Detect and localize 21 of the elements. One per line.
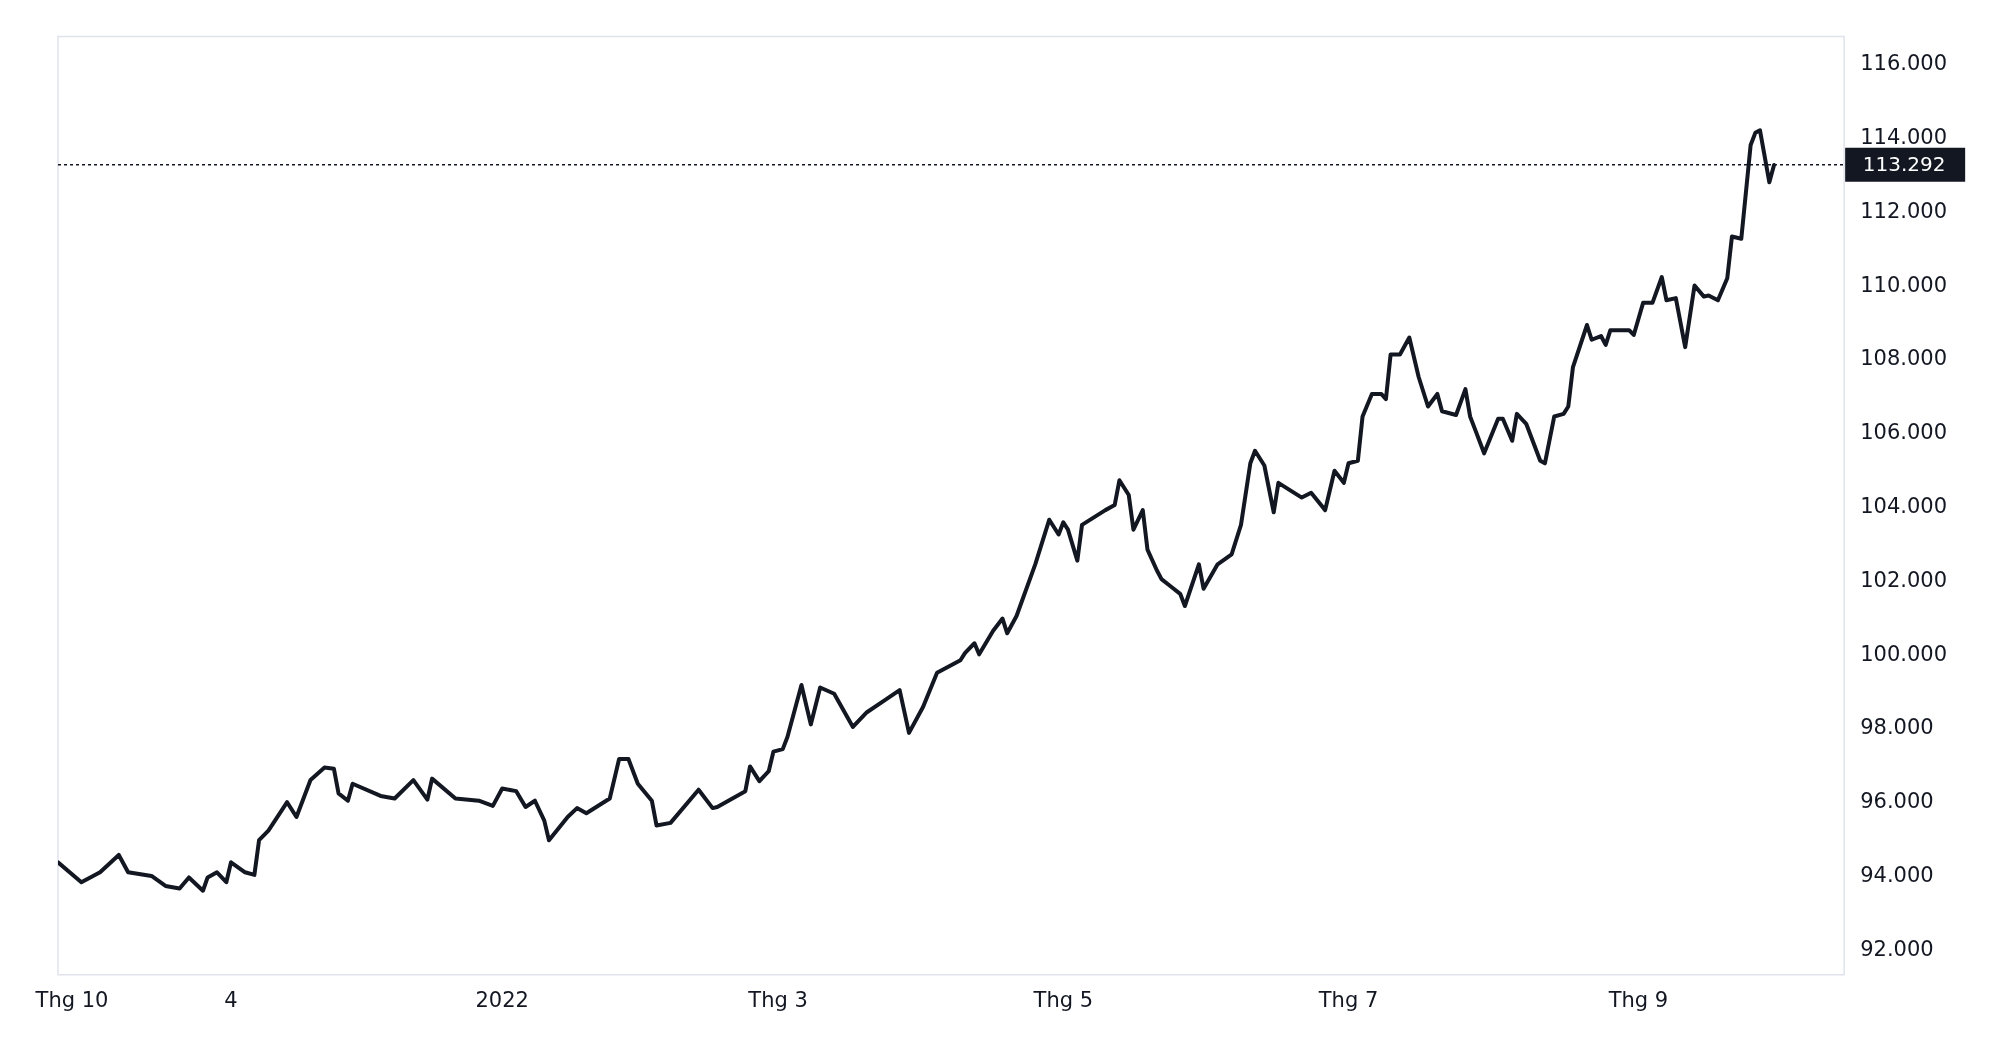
y-tick-label: 114.000 <box>1860 125 1947 150</box>
y-tick-label: 92.000 <box>1860 936 1934 961</box>
y-tick-label: 100.000 <box>1860 641 1947 666</box>
y-tick-label: 110.000 <box>1860 272 1947 297</box>
y-tick-label: 98.000 <box>1860 715 1934 740</box>
y-tick-label: 112.000 <box>1860 198 1947 223</box>
x-tick-label: Thg 10 <box>34 987 109 1012</box>
x-tick-label: 2022 <box>475 987 529 1012</box>
ref-line-label: 113.292 <box>1862 152 1946 177</box>
x-tick-label: Thg 9 <box>1607 987 1669 1012</box>
y-tick-label: 94.000 <box>1860 862 1934 887</box>
y-tick-label: 116.000 <box>1860 51 1947 76</box>
y-tick-label: 108.000 <box>1860 346 1947 371</box>
x-tick-label: Thg 5 <box>1032 987 1094 1012</box>
y-tick-label: 104.000 <box>1860 494 1947 518</box>
x-tick-label: Thg 7 <box>1317 987 1379 1012</box>
y-tick-label: 106.000 <box>1860 420 1947 445</box>
x-tick-label: 4 <box>224 987 238 1012</box>
y-tick-label: 102.000 <box>1860 567 1947 592</box>
y-tick-label: 96.000 <box>1860 789 1934 814</box>
x-tick-label: Thg 3 <box>747 987 808 1012</box>
